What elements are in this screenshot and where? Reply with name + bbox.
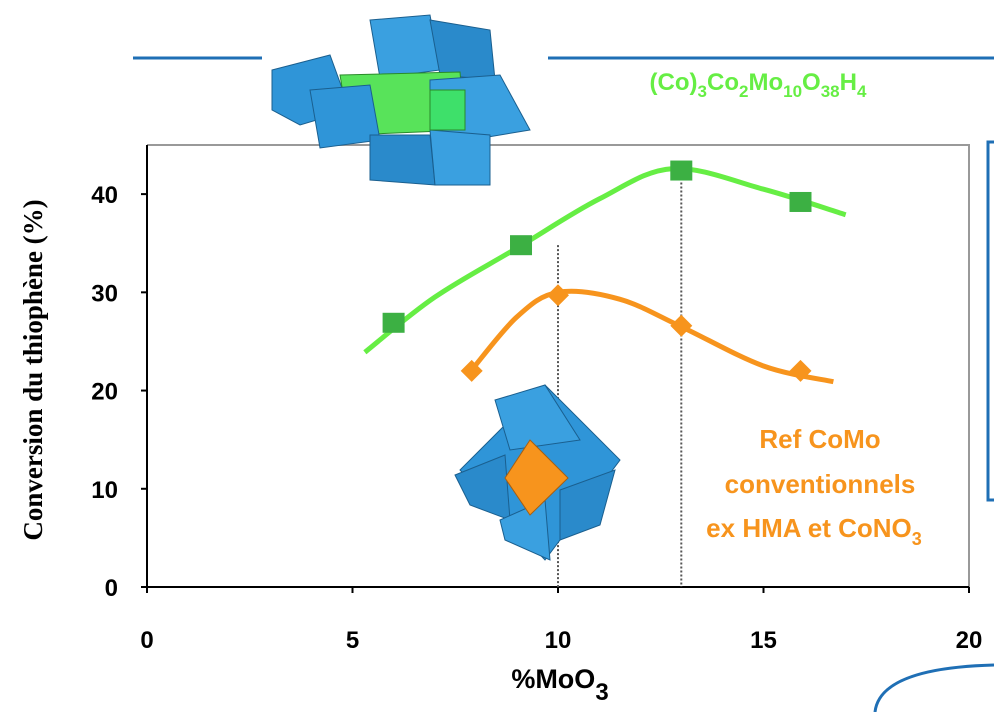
x-axis-label: %MoO3 (511, 664, 608, 706)
fit-line (365, 168, 846, 352)
x-tick-label: 20 (956, 627, 983, 654)
chart: 05101520010203040 (Co)3Co2Mo10O38H4 Ref … (0, 0, 994, 712)
x-tick-label: 15 (750, 627, 777, 654)
fit-line (472, 291, 834, 381)
formula-sub: 38 (821, 82, 840, 101)
marker (789, 192, 811, 212)
annotation-line: ex HMA et CoNO (706, 513, 912, 543)
annotation-line: conventionnels (725, 469, 916, 499)
polyhedra-orange (455, 385, 620, 560)
formula-text: Co (707, 69, 739, 96)
x-tick-label: 10 (545, 627, 572, 654)
annotation-line: Ref CoMo (759, 424, 880, 454)
y-tick-label: 0 (105, 575, 118, 602)
formula: (Co)3Co2Mo10O38H4 (650, 69, 867, 101)
x-label-sub: 3 (595, 679, 608, 706)
formula-sub: 10 (783, 82, 802, 101)
formula-text: O (802, 69, 821, 96)
y-tick-label: 30 (91, 280, 118, 307)
decor-bracket (988, 142, 994, 500)
formula-sub: 4 (857, 82, 867, 101)
annotation: Ref CoMo conventionnels ex HMA et CoNO3 (706, 424, 922, 549)
formula-text: (Co) (650, 69, 698, 96)
y-axis-label: Conversion du thiophène (%) (18, 199, 48, 540)
marker (670, 315, 692, 337)
marker (383, 313, 405, 333)
formula-text: H (840, 69, 857, 96)
y-tick-label: 20 (91, 379, 118, 406)
formula-text: Mo (748, 69, 783, 96)
formula-sub: 2 (739, 82, 748, 101)
y-tick-label: 10 (91, 477, 118, 504)
polyhedra-green (272, 15, 530, 185)
y-tick-label: 40 (91, 182, 118, 209)
marker (547, 284, 569, 306)
annotation-sub: 3 (912, 529, 922, 549)
decor-arc (875, 665, 994, 712)
x-label-text: %MoO (511, 664, 595, 694)
formula-sub: 3 (698, 82, 707, 101)
marker (670, 161, 692, 181)
marker (510, 235, 532, 255)
x-tick-label: 5 (346, 627, 359, 654)
x-tick-label: 0 (140, 627, 153, 654)
